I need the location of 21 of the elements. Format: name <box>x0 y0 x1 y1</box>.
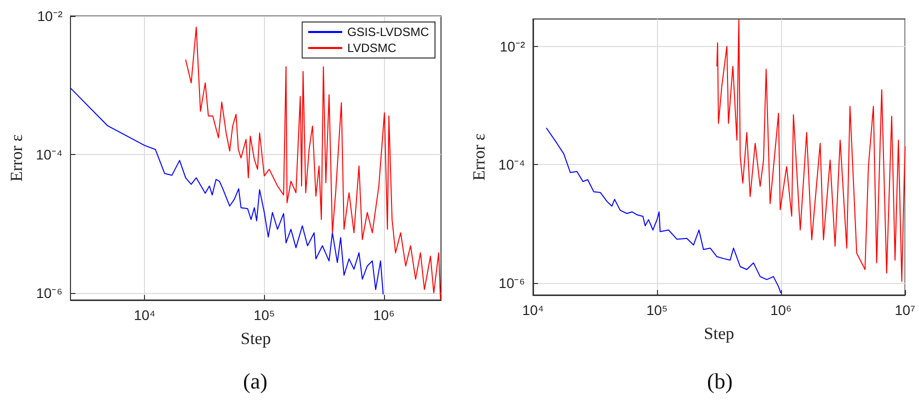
x-axis-title: Step <box>704 324 734 343</box>
x-axis-title: Step <box>240 329 271 348</box>
x-tick-label: 10⁴ <box>134 307 156 323</box>
y-tick-label: 10⁻² <box>37 8 63 24</box>
y-tick-label: 10⁻² <box>500 38 526 54</box>
y-axis-title: Error ε <box>470 133 489 181</box>
y-tick-label: 10⁻⁶ <box>36 284 62 301</box>
text: (b) <box>707 368 733 394</box>
x-tick-label: 10⁵ <box>646 302 668 318</box>
x-tick-label: 10⁶ <box>373 307 395 323</box>
y-tick-label: 10⁻⁶ <box>498 275 525 292</box>
y-axis-title: Error ε <box>7 134 26 182</box>
x-tick-label: 10⁶ <box>770 302 792 318</box>
y-tick-label: 10⁻⁴ <box>498 156 525 173</box>
y-tick-label: 10⁻⁴ <box>36 146 62 162</box>
legend-label: GSIS-LVDSMC <box>347 25 430 39</box>
text: (a) <box>243 368 268 394</box>
x-tick-label: 10⁷ <box>894 302 916 318</box>
x-tick-label: 10⁴ <box>522 302 544 318</box>
x-tick-label: 10⁵ <box>254 307 275 323</box>
legend-label: LVDSMC <box>347 41 397 55</box>
